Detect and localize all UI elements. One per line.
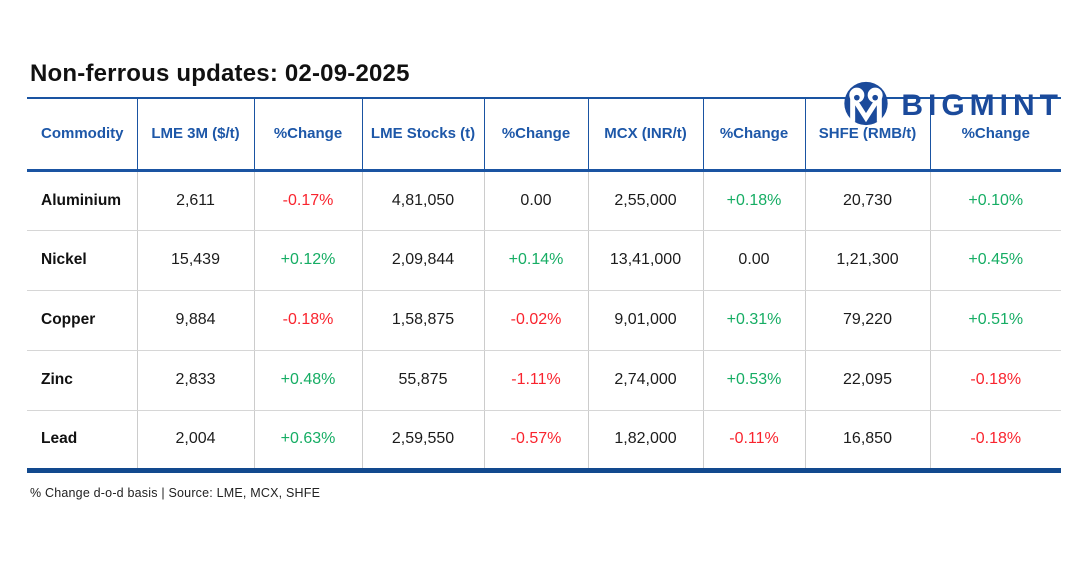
column-header-5: MCX (INR/t) [587,98,703,172]
value-cell: -0.57% [483,410,588,470]
value-cell: +0.53% [702,350,805,411]
value-cell: -0.18% [253,290,362,351]
table-row: Nickel 15,439 +0.12% 2,09,844 +0.14% 13,41,00… [27,230,1061,291]
value-cell: +0.12% [253,230,362,291]
table-container: Commodity LME 3M ($/t) %Change LME Stocks (… [27,97,1061,473]
value-cell: 2,59,550 [361,410,484,470]
table-row: Zinc 2,833 +0.48% 55,875 -1.11% 2,74,000 +0.53… [27,350,1061,411]
value-cell: 0.00 [702,230,805,291]
value-cell: 9,01,000 [587,290,703,351]
footer-note: % Change d-o-d basis | Source: LME, MCX,… [30,485,321,500]
column-header-6: %Change [702,98,805,172]
value-cell: 13,41,000 [587,230,703,291]
value-cell: 2,74,000 [587,350,703,411]
value-cell: 16,850 [804,410,930,470]
table-row: Copper 9,884 -0.18% 1,58,875 -0.02% 9,01,000 +… [27,290,1061,351]
commodity-table: Commodity LME 3M ($/t) %Change LME Stocks (… [27,97,1061,473]
brand-name: BIGMINT [901,89,1063,122]
page-title: Non-ferrous updates: 02-09-2025 [30,60,410,87]
value-cell: -0.18% [929,350,1061,411]
value-cell: -0.11% [702,410,805,470]
value-cell: 15,439 [136,230,254,291]
value-cell: +0.63% [253,410,362,470]
value-cell: +0.45% [929,230,1061,291]
commodity-cell: Nickel [27,230,137,291]
table-row: Aluminium 2,611 -0.17% 4,81,050 0.00 2,55,000… [27,170,1061,231]
value-cell: 79,220 [804,290,930,351]
value-cell: +0.14% [483,230,588,291]
column-header-0: Commodity [27,98,137,172]
page: { "brand": { "name": "BIGMINT", "icon": … [0,60,1075,576]
value-cell: 1,21,300 [804,230,930,291]
value-cell: 2,09,844 [361,230,484,291]
commodity-cell: Copper [27,290,137,351]
value-cell: 20,730 [804,170,930,231]
value-cell: -1.11% [483,350,588,411]
value-cell: +0.18% [702,170,805,231]
value-cell: 1,58,875 [361,290,484,351]
commodity-cell: Lead [41,430,78,447]
value-cell: 1,82,000 [587,410,703,470]
bigmint-owl-icon [844,81,889,126]
table-row: Lead 2,004 +0.63% 2,59,550 -0.57% 1,82,000 -0.… [27,410,1061,470]
value-cell: +0.51% [929,290,1061,351]
column-header-3: LME Stocks (t) [361,98,484,172]
value-cell: 4,81,050 [361,170,484,231]
value-cell: +0.10% [929,170,1061,231]
column-header-2: %Change [253,98,362,172]
commodity-cell: Aluminium [27,170,137,231]
value-cell: 9,884 [136,290,254,351]
value-cell: 0.00 [483,170,588,231]
column-header-4: %Change [483,98,588,172]
value-cell: 2,611 [136,170,254,231]
bigmint-logo: BIGMINT [841,80,1063,132]
commodity-cell: Zinc [27,350,137,411]
table-body: Aluminium 2,611 -0.17% 4,81,050 0.00 2,55,000… [27,170,1061,470]
column-header-8: %Change [929,98,1061,172]
column-header-1: LME 3M ($/t) [136,98,254,172]
value-cell: 22,095 [804,350,930,411]
value-cell: +0.48% [253,350,362,411]
value-cell: 2,004 [136,410,254,470]
value-cell: 55,875 [361,350,484,411]
value-cell: 2,55,000 [587,170,703,231]
value-cell: -0.17% [253,170,362,231]
value-cell: +0.31% [702,290,805,351]
value-cell: -0.02% [483,290,588,351]
value-cell: -0.18% [929,410,1061,470]
value-cell: 2,833 [136,350,254,411]
